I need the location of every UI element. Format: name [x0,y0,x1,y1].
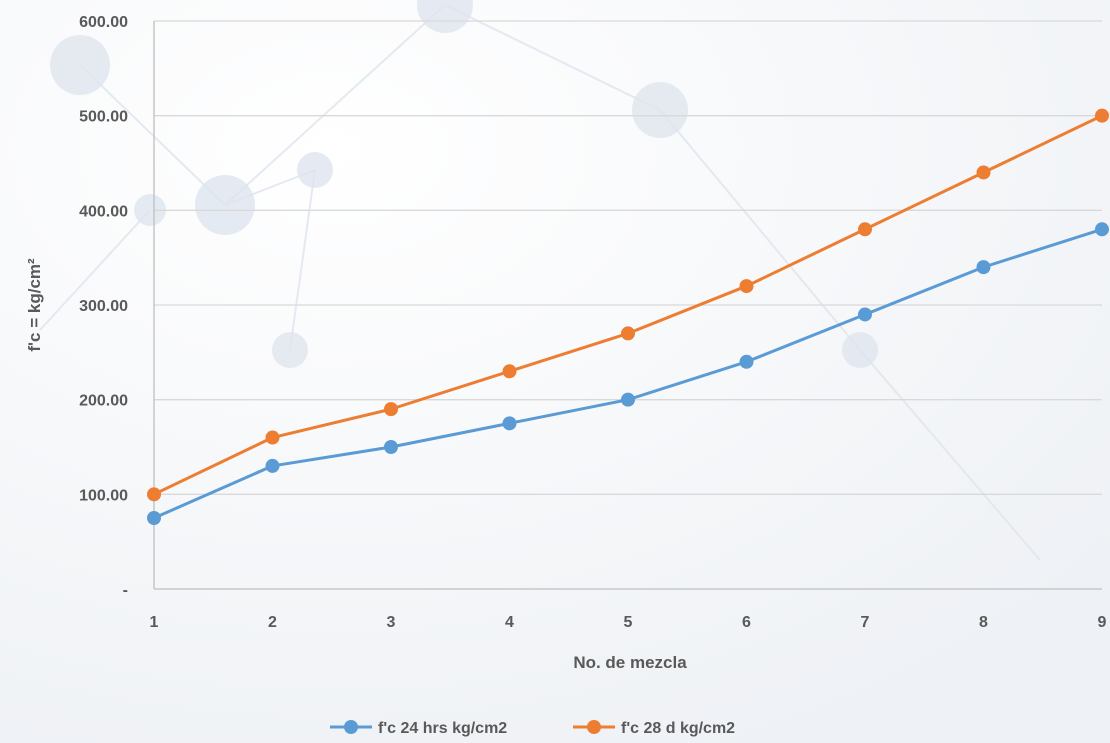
data-point [739,354,754,369]
data-point [621,326,635,341]
series-layer [147,108,1109,525]
data-point [147,511,161,525]
legend-marker [587,720,601,734]
y-tick-label: 600.00 [79,14,128,31]
y-tick-label: 400.00 [79,203,128,220]
x-axis: 1 2 3 4 5 6 7 8 9 [150,588,1107,631]
data-point [858,307,872,322]
data-point [1095,108,1109,123]
x-tick-label: 1 [150,614,159,631]
x-tick-label: 7 [861,614,870,631]
y-axis-title: f'c = kg/cm² [25,258,44,352]
series-2 [147,108,1109,502]
data-point [384,402,398,417]
y-tick-label: 300.00 [79,298,128,315]
data-point [502,364,517,379]
data-point [858,222,872,237]
legend-marker [344,720,358,734]
data-point [265,430,280,445]
y-tick-label: 500.00 [79,109,128,126]
data-point [384,440,398,454]
data-point [1095,222,1109,237]
legend-item-2: f'c 28 d kg/cm2 [573,720,735,737]
legend-item-1: f'c 24 hrs kg/cm2 [330,720,507,737]
data-point [976,165,991,180]
x-tick-label: 9 [1098,614,1107,631]
y-tick-label: 100.00 [79,487,128,504]
x-axis-title: No. de mezcla [573,653,687,672]
data-point [621,392,635,407]
y-tick-label: - [123,582,128,599]
legend: f'c 24 hrs kg/cm2 f'c 28 d kg/cm2 [330,720,735,737]
x-tick-label: 5 [624,614,633,631]
data-point [265,458,280,473]
legend-label: f'c 24 hrs kg/cm2 [378,720,507,737]
x-tick-label: 8 [979,614,988,631]
series-1 [147,222,1109,525]
data-point [502,416,517,431]
x-tick-label: 2 [268,614,277,631]
x-tick-label: 6 [742,614,751,631]
data-point [976,260,991,275]
data-point [147,487,161,502]
x-tick-label: 4 [505,614,514,631]
y-tick-label: 200.00 [79,393,128,410]
data-point [739,279,754,294]
x-tick-label: 3 [387,614,396,631]
legend-label: f'c 28 d kg/cm2 [621,720,735,737]
